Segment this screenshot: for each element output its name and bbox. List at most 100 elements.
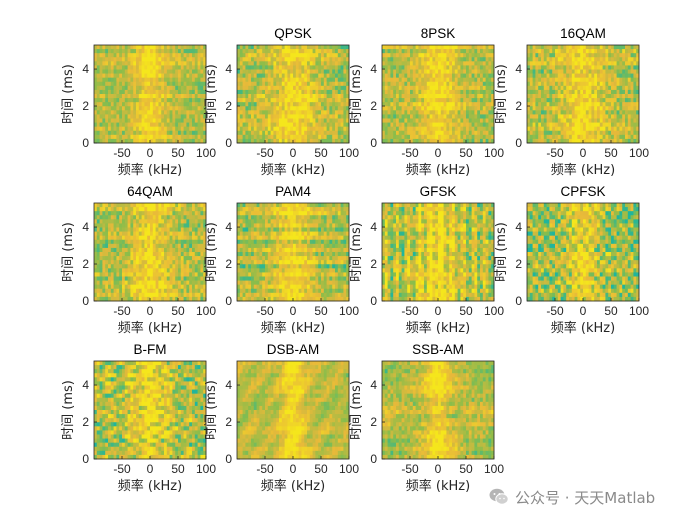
heat-cell: [166, 223, 170, 228]
heat-cell: [189, 81, 193, 87]
heat-cell: [133, 239, 137, 245]
heat-cell: [273, 73, 277, 79]
heat-cell: [552, 45, 556, 50]
heat-cell: [138, 288, 142, 294]
heat-cell: [194, 223, 198, 228]
heat-cell: [166, 65, 170, 70]
heat-cell: [335, 45, 339, 50]
heat-cell: [133, 272, 137, 277]
heat-cell: [124, 268, 128, 273]
heat-cell: [192, 85, 196, 91]
heat-cell: [309, 130, 313, 136]
heat-cell: [563, 89, 567, 95]
heat-cell: [99, 276, 103, 281]
heat-cell: [265, 85, 269, 91]
heat-cell: [267, 114, 271, 119]
heat-cell: [108, 122, 112, 128]
heat-cell: [251, 73, 255, 79]
heat-cell: [605, 81, 609, 87]
heat-cell: [457, 102, 461, 107]
heat-cell: [633, 65, 637, 70]
heat-cell: [161, 280, 165, 286]
heat-cell: [152, 264, 156, 269]
heat-cell: [557, 85, 561, 91]
heat-cell: [133, 252, 137, 257]
heat-cell: [538, 130, 542, 136]
heat-cell: [94, 211, 98, 216]
heat-cell: [491, 94, 495, 99]
heat-cell: [119, 98, 123, 103]
heat-cell: [108, 49, 112, 54]
heat-cell: [248, 126, 252, 132]
heat-cell: [426, 138, 430, 144]
heat-cell: [382, 98, 386, 103]
heat-cell: [627, 81, 631, 87]
heat-cell: [549, 134, 553, 140]
heat-cell: [119, 260, 123, 265]
heat-cell: [424, 110, 428, 115]
heat-cell: [180, 227, 184, 232]
heat-cell: [144, 138, 148, 144]
heat-cell: [259, 81, 263, 87]
heat-cell: [440, 81, 444, 87]
heat-cell: [102, 268, 106, 273]
heat-cell: [164, 247, 168, 253]
heat-cell: [340, 138, 344, 144]
heat-cell: [446, 110, 450, 115]
heat-cell: [242, 85, 246, 91]
heat-cell: [147, 98, 151, 103]
heat-cell: [192, 272, 196, 277]
heat-cell: [387, 122, 391, 128]
heat-cell: [281, 126, 285, 132]
heat-cell: [197, 260, 201, 265]
heat-cell: [457, 122, 461, 128]
heat-cell: [94, 130, 98, 136]
heat-cell: [585, 89, 589, 95]
heat-cell: [253, 61, 257, 66]
heat-cell: [337, 134, 341, 140]
heat-cell: [574, 102, 578, 107]
heat-cell: [602, 126, 606, 132]
heat-cell: [108, 227, 112, 232]
heat-cell: [130, 203, 134, 208]
heat-cell: [599, 134, 603, 140]
heat-cell: [200, 77, 204, 83]
heat-cell: [164, 276, 168, 281]
heat-cell: [608, 102, 612, 107]
heat-cell: [130, 284, 134, 290]
heat-cell: [256, 89, 260, 95]
heat-cell: [113, 260, 117, 265]
heat-cell: [127, 211, 131, 216]
heat-cell: [318, 81, 322, 87]
heat-cell: [390, 69, 394, 74]
heat-cell: [583, 89, 587, 95]
heat-cell: [122, 211, 126, 216]
heat-cell: [335, 134, 339, 140]
heat-cell: [273, 53, 277, 58]
heat-cell: [178, 292, 182, 298]
heat-cell: [150, 81, 154, 87]
heat-cell: [619, 65, 623, 70]
heat-cell: [158, 268, 162, 273]
heat-cell: [608, 130, 612, 136]
heat-cell: [169, 49, 173, 54]
heat-cell: [583, 65, 587, 70]
heat-cell: [138, 231, 142, 237]
heat-cell: [398, 89, 402, 95]
heat-cell: [239, 118, 243, 123]
heat-cell: [566, 77, 570, 83]
heat-cell: [546, 65, 550, 70]
heat-cell: [571, 61, 575, 66]
heat-cell: [102, 284, 106, 290]
heat-cell: [613, 106, 617, 111]
heat-cell: [627, 65, 631, 70]
heat-cell: [535, 102, 539, 107]
heat-cell: [242, 73, 246, 79]
heat-cell: [546, 134, 550, 140]
heat-cell: [390, 53, 394, 58]
heat-cell: [108, 276, 112, 281]
heat-cell: [468, 85, 472, 91]
heat-cell: [239, 138, 243, 144]
heat-cell: [415, 69, 419, 74]
